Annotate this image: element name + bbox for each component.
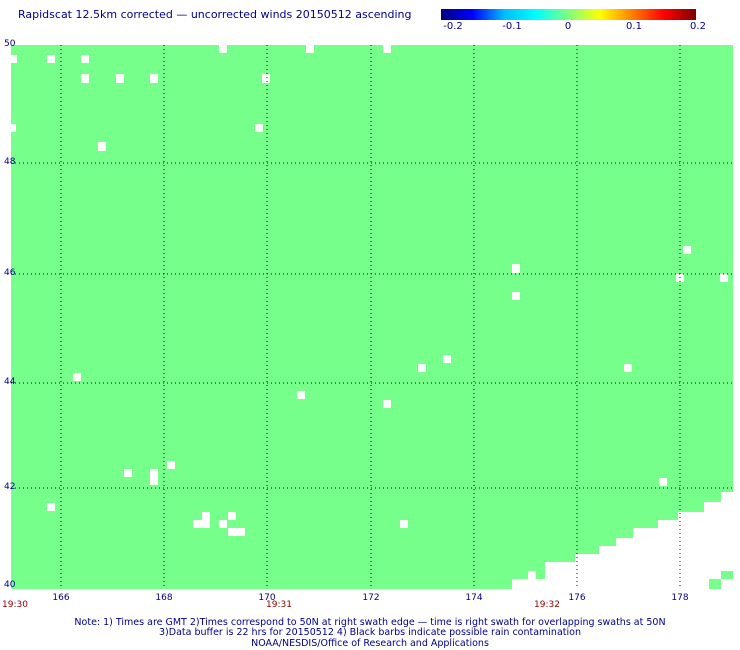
time-label-1930: 19:30 [2,600,28,610]
colorbar-label-pos: 0.1 [626,21,642,32]
colorbar-label-min: -0.2 [443,21,463,32]
colorbar-label-max: 0.2 [690,21,706,32]
lat-label-42: 42 [4,482,16,492]
lat-label-46: 46 [4,268,16,278]
lon-label-170: 170 [258,593,276,603]
note-line-3: NOAA/NESDIS/Office of Research and Appli… [251,638,489,649]
lon-label-168: 168 [155,593,173,603]
lon-label-176: 176 [568,593,586,603]
time-label-1931: 19:31 [266,600,292,610]
note-line-2: 3)Data buffer is 22 hrs for 20150512 4) … [159,627,581,638]
lat-label-50: 50 [4,39,16,49]
time-label-1932: 19:32 [534,600,560,610]
lon-label-166: 166 [52,593,70,603]
note-line-1: Note: 1) Times are GMT 2)Times correspon… [74,617,666,628]
no-data-cell [528,571,536,579]
lat-label-44: 44 [4,377,16,387]
lat-label-48: 48 [4,157,16,167]
data-field [11,45,733,589]
map-title: Rapidscat 12.5km corrected — uncorrected… [18,8,412,21]
no-data-region [512,492,733,589]
data-field-patch [709,579,721,589]
data-field-patch [721,571,733,579]
lon-label-174: 174 [465,593,483,603]
lon-label-178: 178 [671,593,689,603]
lat-label-40: 40 [4,580,16,590]
colorbar [441,9,696,20]
graticule [11,45,733,589]
colorbar-label-neg: -0.1 [502,21,522,32]
colorbar-label-zero: 0 [564,21,572,32]
lon-label-172: 172 [362,593,380,603]
